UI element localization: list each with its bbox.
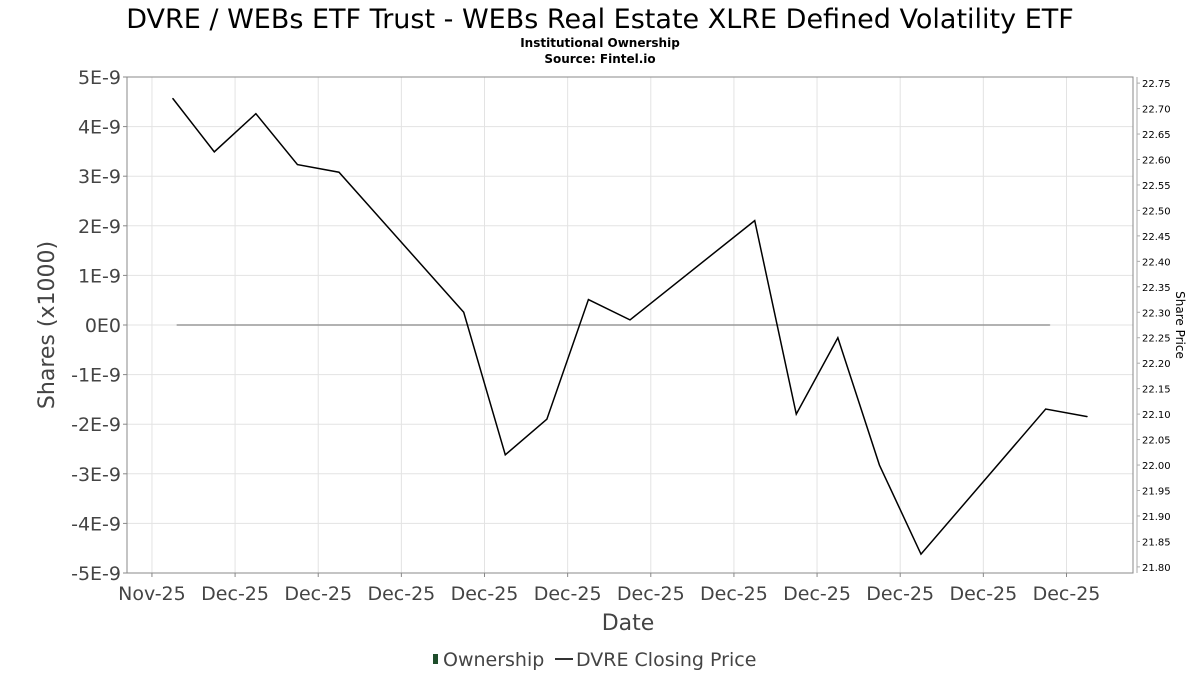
- x-tick-label: Dec-25: [367, 583, 435, 605]
- y2-axis-label: Share Price: [1173, 291, 1187, 359]
- y-tick-label: 2E-9: [78, 216, 121, 238]
- price-point: [213, 151, 215, 153]
- x-axis-label: Date: [602, 611, 655, 636]
- y2-tick-label: 22.10: [1142, 410, 1171, 421]
- y2-tick-label: 22.70: [1142, 105, 1171, 116]
- ownership-point: [1049, 324, 1051, 326]
- ownership-point: [176, 324, 178, 326]
- y2-tick-label: 22.15: [1142, 385, 1171, 396]
- price-point: [795, 413, 797, 415]
- price-point: [920, 553, 922, 555]
- y-tick-label: -1E-9: [71, 365, 121, 387]
- y2-tick-label: 22.30: [1142, 308, 1171, 319]
- legend-ownership-label[interactable]: Ownership: [443, 649, 544, 671]
- price-point: [504, 454, 506, 456]
- price-point: [255, 113, 257, 115]
- y-tick-label: -3E-9: [71, 464, 121, 486]
- y2-tick-label: 22.00: [1142, 461, 1171, 472]
- y-tick-label: 0E0: [85, 315, 121, 337]
- price-point: [463, 311, 465, 313]
- y-axis-label: Shares (x1000): [35, 241, 60, 409]
- price-line: [172, 97, 1088, 556]
- y-tick-label: -5E-9: [71, 563, 121, 585]
- y2-tick-label: 22.25: [1142, 334, 1171, 345]
- y2-tick-label: 21.80: [1142, 563, 1171, 574]
- y2-tick-label: 22.20: [1142, 359, 1171, 370]
- x-tick-label: Dec-25: [866, 583, 934, 605]
- price-point: [296, 164, 298, 166]
- price-point: [837, 337, 839, 339]
- chart-title: DVRE / WEBs ETF Trust - WEBs Real Estate…: [126, 4, 1074, 35]
- y-tick-label: 4E-9: [78, 117, 121, 139]
- y-tick-label: 3E-9: [78, 166, 121, 188]
- legend-price-label[interactable]: DVRE Closing Price: [576, 649, 756, 671]
- y2-tick-label: 22.40: [1142, 257, 1171, 268]
- y-tick-label: -2E-9: [71, 414, 121, 436]
- y2-tick-label: 22.05: [1142, 436, 1171, 447]
- legend-ownership-swatch: [433, 654, 438, 664]
- y-tick-label: -4E-9: [71, 513, 121, 535]
- y2-tick-label: 22.65: [1142, 130, 1171, 141]
- price-point: [878, 464, 880, 466]
- x-tick-label: Dec-25: [783, 583, 851, 605]
- price-point: [754, 220, 756, 222]
- y2-tick-label: 22.45: [1142, 232, 1171, 243]
- y2-tick-label: 21.95: [1142, 487, 1171, 498]
- price-point: [172, 97, 174, 99]
- x-tick-label: Dec-25: [1033, 583, 1101, 605]
- x-tick-label: Dec-25: [700, 583, 768, 605]
- chart-subtitle: Institutional Ownership: [520, 36, 680, 50]
- y2-tick-label: 21.90: [1142, 512, 1171, 523]
- price-point: [1086, 416, 1088, 418]
- legend: Ownership DVRE Closing Price: [433, 649, 756, 671]
- x-tick-label: Dec-25: [451, 583, 519, 605]
- x-tick-label: Dec-25: [534, 583, 602, 605]
- x-tick-label: Dec-25: [201, 583, 269, 605]
- price-point: [546, 418, 548, 420]
- y2-tick-label: 22.50: [1142, 206, 1171, 217]
- y2-tick-label: 21.85: [1142, 537, 1171, 548]
- x-tick-label: Dec-25: [949, 583, 1017, 605]
- price-point: [629, 319, 631, 321]
- chart-source: Source: Fintel.io: [544, 52, 655, 66]
- y-tick-label: 1E-9: [78, 265, 121, 287]
- y2-tick-label: 22.35: [1142, 283, 1171, 294]
- price-point: [587, 299, 589, 301]
- y-tick-label: 5E-9: [78, 67, 121, 89]
- y2-tick-label: 22.60: [1142, 155, 1171, 166]
- y2-tick-label: 22.75: [1142, 79, 1171, 90]
- price-point: [1045, 408, 1047, 410]
- y2-tick-label: 22.55: [1142, 181, 1171, 192]
- x-tick-label: Nov-25: [118, 583, 186, 605]
- x-tick-label: Dec-25: [617, 583, 685, 605]
- price-point: [338, 171, 340, 173]
- x-tick-label: Dec-25: [284, 583, 352, 605]
